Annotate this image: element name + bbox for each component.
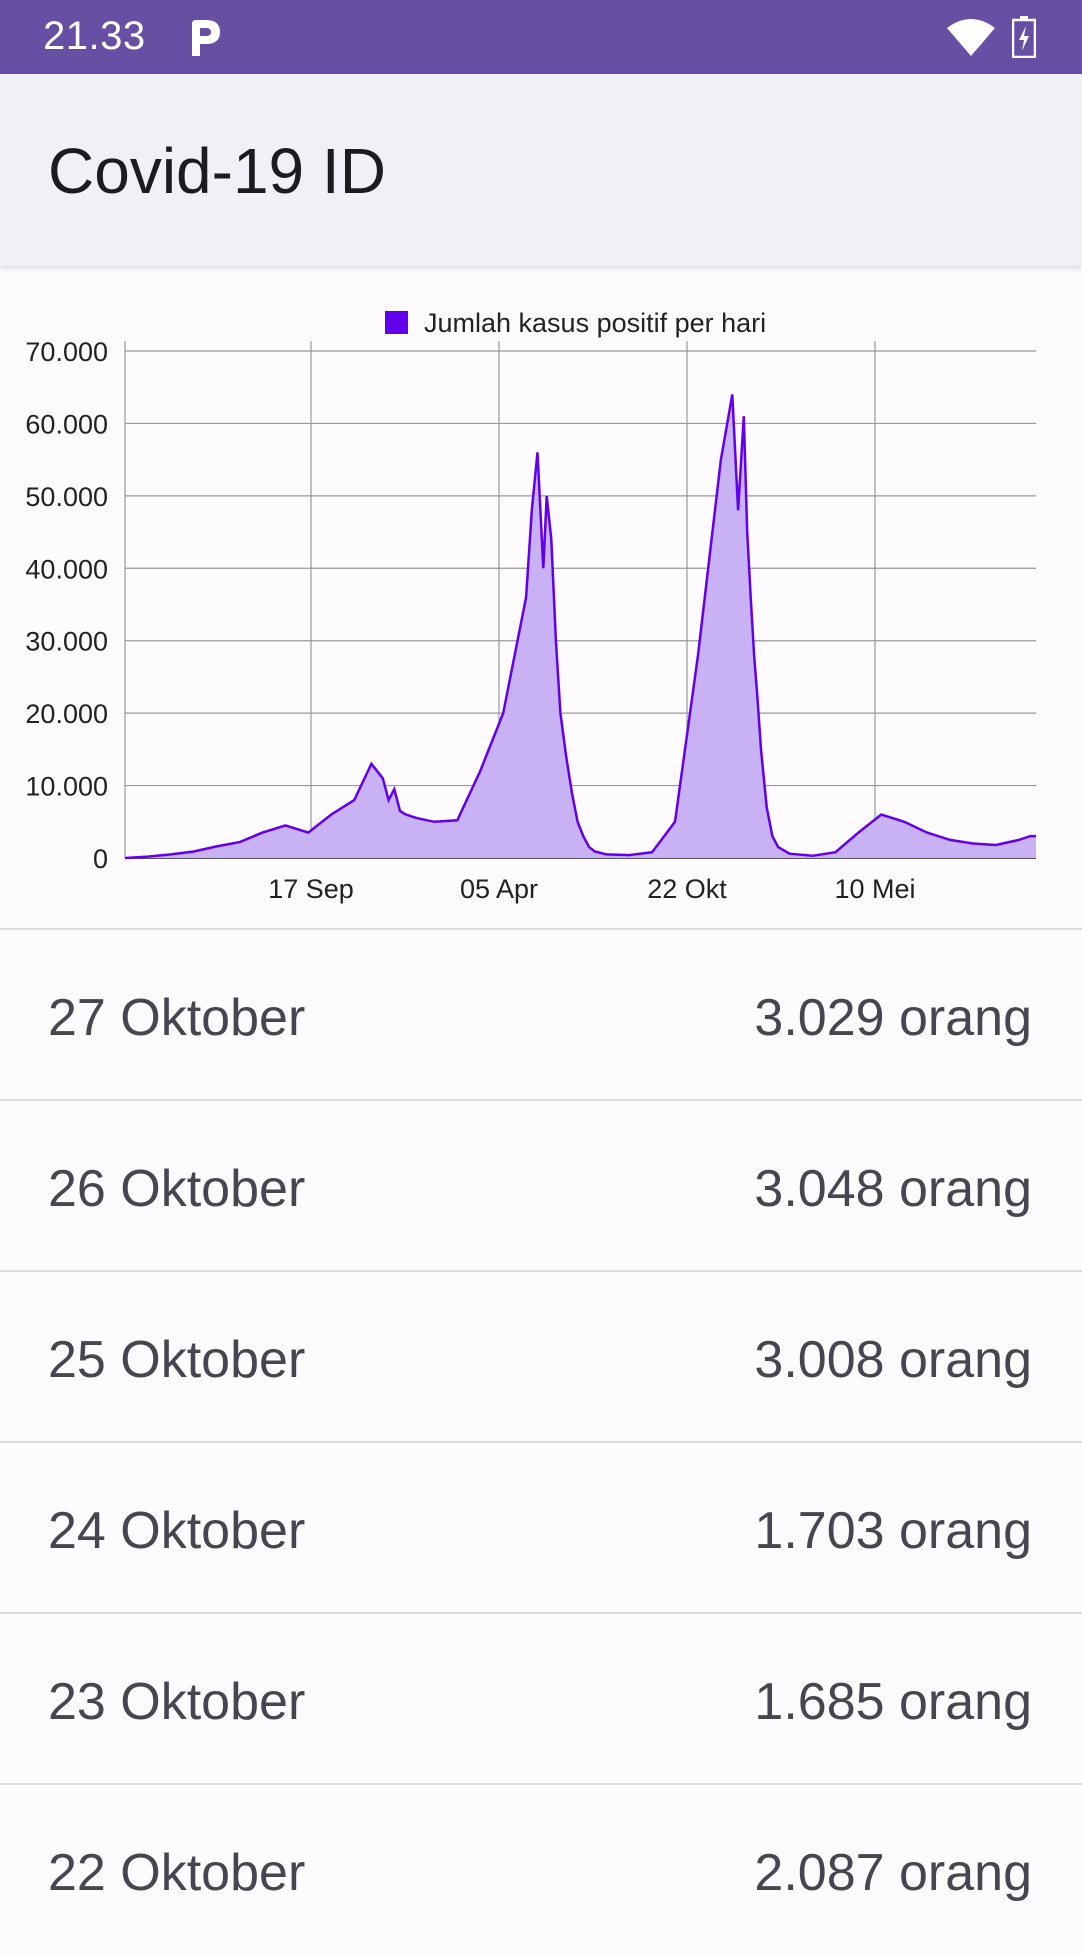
daily-cases-chart[interactable]: 0 10.000 20.000 30.000 40.000 50.000 60.000 70.… bbox=[0, 268, 1082, 928]
y-tick-label: 70.000 bbox=[25, 337, 108, 367]
y-tick-label: 50.000 bbox=[25, 482, 108, 512]
chart-legend: Jumlah kasus positif per hari bbox=[385, 308, 766, 338]
y-tick-label: 60.000 bbox=[25, 409, 108, 439]
list-item[interactable]: 25 Oktober 3.008 orang bbox=[0, 1270, 1082, 1441]
x-tick-label: 22 Okt bbox=[647, 874, 727, 904]
list-item-count: 1.703 orang bbox=[754, 1502, 1032, 1560]
list-item-count: 2.087 orang bbox=[754, 1844, 1032, 1902]
x-tick-label: 10 Mei bbox=[834, 874, 915, 904]
x-tick-label: 05 Apr bbox=[460, 874, 538, 904]
x-axis-ticks: 17 Sep 05 Apr 22 Okt 10 Mei bbox=[268, 874, 915, 904]
list-item-count: 3.029 orang bbox=[754, 989, 1032, 1047]
list-item-count: 1.685 orang bbox=[754, 1673, 1032, 1731]
p-app-icon bbox=[188, 20, 222, 61]
legend-label: Jumlah kasus positif per hari bbox=[424, 308, 766, 338]
y-tick-label: 20.000 bbox=[25, 699, 108, 729]
list-item[interactable]: 22 Oktober 2.087 orang bbox=[0, 1783, 1082, 1954]
series-line bbox=[124, 394, 1036, 860]
y-tick-label: 10.000 bbox=[25, 772, 108, 802]
y-tick-label: 0 bbox=[93, 844, 108, 874]
status-time: 21.33 bbox=[43, 14, 146, 58]
list-item-date: 24 Oktober bbox=[48, 1502, 306, 1560]
list-item[interactable]: 24 Oktober 1.703 orang bbox=[0, 1441, 1082, 1612]
y-axis-ticks: 0 10.000 20.000 30.000 40.000 50.000 60.000 70.… bbox=[25, 337, 108, 874]
battery-charging-icon bbox=[1011, 16, 1037, 63]
x-tick-label: 17 Sep bbox=[268, 874, 354, 904]
y-tick-label: 30.000 bbox=[25, 627, 108, 657]
list-item-date: 25 Oktober bbox=[48, 1331, 306, 1389]
list-item-count: 3.048 orang bbox=[754, 1160, 1032, 1218]
y-tick-label: 40.000 bbox=[25, 554, 108, 584]
app-title: Covid-19 ID bbox=[48, 135, 386, 207]
list-item[interactable]: 23 Oktober 1.685 orang bbox=[0, 1612, 1082, 1783]
chart-grid bbox=[124, 341, 1036, 859]
wifi-icon bbox=[947, 18, 995, 61]
app-bar: Covid-19 ID bbox=[0, 74, 1082, 266]
list-item-date: 22 Oktober bbox=[48, 1844, 306, 1902]
list-item[interactable]: 27 Oktober 3.029 orang bbox=[0, 928, 1082, 1099]
list-item[interactable]: 26 Oktober 3.048 orang bbox=[0, 1099, 1082, 1270]
list-item-date: 26 Oktober bbox=[48, 1160, 306, 1218]
list-item-date: 27 Oktober bbox=[48, 989, 306, 1047]
list-item-count: 3.008 orang bbox=[754, 1331, 1032, 1389]
daily-cases-list: 27 Oktober 3.029 orang 26 Oktober 3.048 … bbox=[0, 928, 1082, 1954]
legend-square bbox=[385, 311, 408, 334]
status-bar: 21.33 bbox=[0, 0, 1082, 74]
series-area-fill bbox=[125, 394, 1036, 858]
list-item-date: 23 Oktober bbox=[48, 1673, 306, 1731]
